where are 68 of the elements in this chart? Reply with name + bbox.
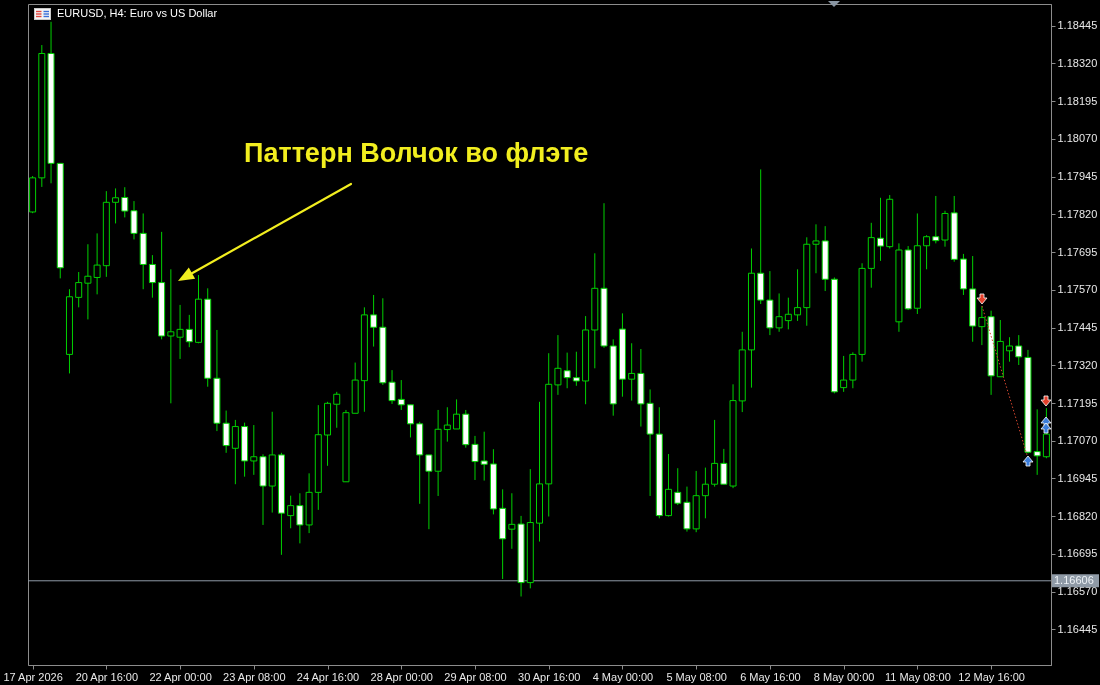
candlestick [231,419,239,485]
y-tick-label: 1.16445 [1057,622,1098,635]
x-tick-label: 22 Apr 00:00 [149,670,212,683]
candlestick [932,195,940,244]
candlestick [572,351,580,387]
candlestick [185,314,193,348]
candlestick [250,424,258,476]
candlestick [397,379,405,411]
x-tick-label: 8 May 00:00 [813,670,875,683]
candlestick [628,342,636,402]
y-tick-label: 1.18445 [1057,19,1098,32]
candlestick [784,297,792,330]
candlestick [674,467,682,506]
x-tick-label: 5 May 08:00 [666,670,727,683]
y-tick-label: 1.17945 [1057,170,1098,183]
x-tick-label: 6 May 16:00 [740,670,801,683]
y-tick-label: 1.17195 [1057,396,1098,409]
candlestick [1033,408,1041,476]
ref-line-label: 1.16606 [1054,573,1094,586]
y-tick-label: 1.17570 [1057,283,1098,296]
y-tick-label: 1.18320 [1057,56,1098,69]
candlestick [121,186,129,218]
x-tick-label: 11 May 08:00 [884,670,951,683]
y-tick-label: 1.16820 [1057,509,1098,522]
candlestick [333,391,341,429]
candlestick [720,448,728,485]
candlestick [370,294,378,348]
candlestick [701,467,709,519]
x-tick-label: 30 Apr 16:00 [518,670,581,683]
y-tick-label: 1.18195 [1057,94,1098,107]
y-tick-label: 1.16945 [1057,471,1098,484]
candlestick [453,398,461,430]
y-tick-label: 1.16570 [1057,585,1098,598]
candlestick [1015,334,1023,366]
candlestick [711,419,719,488]
y-tick-label: 1.17445 [1057,321,1098,334]
candlestick [794,268,802,322]
candlestick [1006,336,1014,363]
x-tick-label: 12 May 16:00 [958,670,1025,683]
y-tick-label: 1.16695 [1057,547,1098,560]
x-tick-label: 24 Apr 16:00 [296,670,360,683]
y-tick-label: 1.17695 [1057,245,1098,258]
x-tick-label: 17 Apr 2026 [3,670,63,683]
x-tick-label: 28 Apr 00:00 [370,670,433,683]
y-tick-label: 1.17820 [1057,207,1098,220]
candlestick [840,355,848,393]
candlestick [443,406,451,443]
x-tick-label: 4 May 00:00 [592,670,654,683]
annotation: Паттерн Волчок во флэте [244,138,589,168]
candlestick [75,271,83,308]
x-tick-label: 20 Apr 16:00 [75,670,139,683]
candlestick [923,234,931,270]
candlestick [812,223,820,274]
candlestick [471,435,479,481]
x-tick-label: 23 Apr 08:00 [223,670,286,683]
candlestick [388,369,396,405]
chart-title: EURUSD, H4: Euro vs US Dollar [57,7,218,19]
y-tick-label: 1.17320 [1057,358,1098,371]
candlestick [130,200,138,240]
candlestick [877,197,884,262]
candlestick [148,254,156,299]
candlestick [406,404,414,438]
candlestick [112,187,120,224]
y-tick-label: 1.17070 [1057,434,1098,447]
candlestick [480,431,488,482]
x-tick-label: 29 Apr 08:00 [444,670,507,683]
candlestick [287,495,295,529]
y-tick-label: 1.18070 [1057,132,1098,145]
